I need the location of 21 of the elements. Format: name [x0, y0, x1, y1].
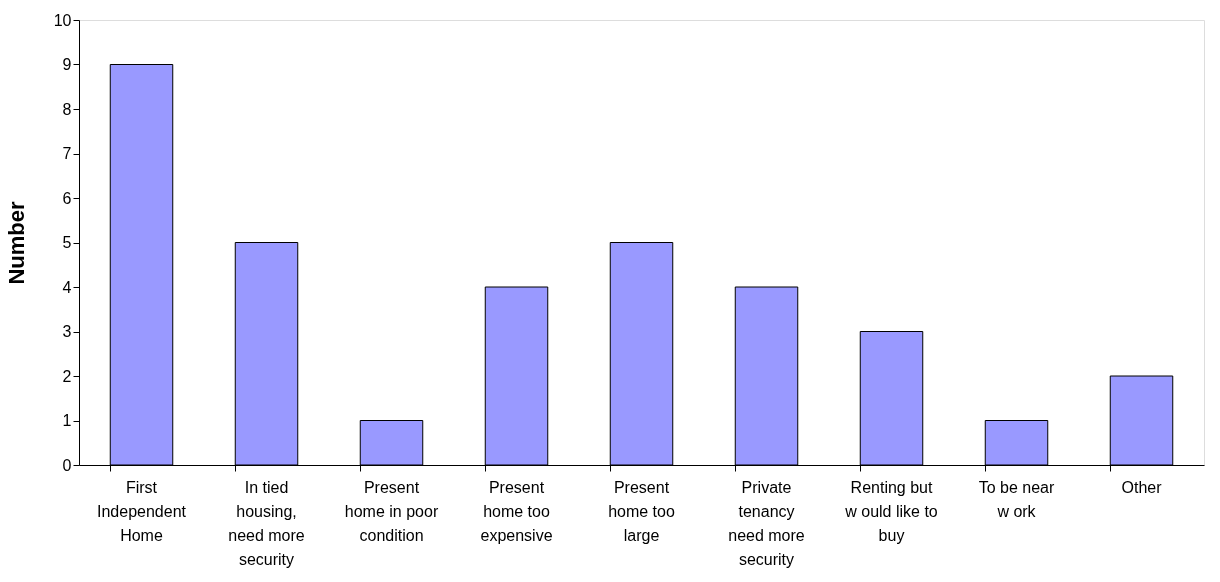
y-tick-label: 4	[62, 278, 72, 296]
y-tick-label: 1	[62, 412, 72, 429]
x-tick-label: Present home in poor condition	[344, 478, 439, 544]
y-tick-label: 5	[62, 234, 72, 251]
y-tick-label: 8	[62, 100, 72, 118]
x-tick-label: Present home too large	[608, 478, 675, 544]
y-tick-label: 6	[62, 189, 72, 207]
y-axis-title: Number	[3, 201, 29, 285]
x-tick-label: First Independent Home	[97, 478, 187, 544]
x-tick-label: To be near w ork	[978, 478, 1055, 520]
y-tick-label: 2	[62, 367, 72, 385]
y-tick-label: 7	[62, 145, 72, 162]
y-tick-label: 0	[62, 456, 72, 474]
x-tick-label: Other	[1121, 478, 1163, 496]
y-tick-label: 3	[62, 323, 72, 340]
x-tick-label: In tied housing, need more security	[228, 478, 305, 568]
x-tick-label: Private tenancy need more security	[728, 478, 805, 568]
x-tick-label: Renting but w ould like to buy	[844, 478, 938, 544]
y-tick-label: 10	[53, 11, 72, 29]
y-tick-label: 9	[62, 56, 72, 73]
x-tick-label: Present home too expensive	[480, 478, 553, 544]
